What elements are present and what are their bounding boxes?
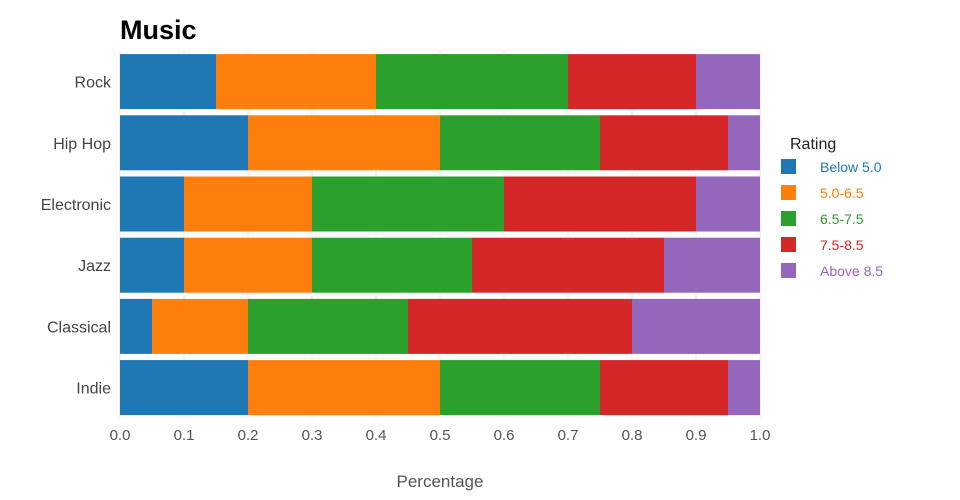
legend-label: 7.5-8.5 xyxy=(820,237,864,253)
x-tick-label: 0.5 xyxy=(430,427,451,444)
bar-segment xyxy=(600,115,728,171)
legend-swatch xyxy=(781,211,796,226)
legend-swatch xyxy=(781,237,796,252)
legend-label: Below 5.0 xyxy=(820,159,882,175)
bar-segment xyxy=(120,54,216,110)
x-tick-label: 0.2 xyxy=(238,427,259,444)
bar-segment xyxy=(312,176,504,232)
x-tick-label: 0.7 xyxy=(558,427,579,444)
legend-swatch xyxy=(781,185,796,200)
x-tick-labels: 0.0 0.1 0.2 0.3 0.4 0.5 0.6 0.7 0.8 0.9 1.0 xyxy=(110,427,771,444)
bar-segment xyxy=(312,237,472,293)
bar-segment xyxy=(184,237,312,293)
bar-segment xyxy=(120,176,184,232)
x-axis-title: Percentage xyxy=(397,472,484,491)
bar-segment xyxy=(568,54,696,110)
category-label: Classical xyxy=(47,319,111,336)
bar-segment xyxy=(408,298,632,354)
bar-segment xyxy=(120,360,248,416)
bar-segment xyxy=(248,298,408,354)
bar-segment xyxy=(440,115,600,171)
legend-label: Above 8.5 xyxy=(820,263,883,279)
legend-swatch xyxy=(781,159,796,174)
bar-segment xyxy=(728,115,760,171)
x-tick-label: 0.1 xyxy=(174,427,195,444)
bar-segment xyxy=(472,237,664,293)
legend-swatch xyxy=(781,263,796,278)
chart-title: Music xyxy=(120,15,197,45)
bar-segment xyxy=(728,360,760,416)
legend: Rating Below 5.0 5.0-6.5 6.5-7.5 7.5-8.5 Abo… xyxy=(781,136,883,279)
x-tick-label: 1.0 xyxy=(750,427,771,444)
legend-label: 5.0-6.5 xyxy=(820,185,864,201)
bar-segment xyxy=(664,237,760,293)
bar-segment xyxy=(152,298,248,354)
category-labels: Rock Hip Hop Electronic Jazz Classical Indie xyxy=(41,75,112,398)
bar-segment xyxy=(696,176,760,232)
bar-segment xyxy=(216,54,376,110)
bar-segment xyxy=(632,298,760,354)
bar-segment xyxy=(120,298,152,354)
bar-segment xyxy=(120,115,248,171)
bar-segment xyxy=(696,54,760,110)
bar-segment xyxy=(440,360,600,416)
bar-segment xyxy=(600,360,728,416)
bar-segment xyxy=(120,237,184,293)
bar-segment xyxy=(248,360,440,416)
category-label: Jazz xyxy=(78,258,111,275)
bar-segment xyxy=(376,54,568,110)
x-tick-label: 0.6 xyxy=(494,427,515,444)
bar-segment xyxy=(184,176,312,232)
bar-segment xyxy=(504,176,696,232)
x-tick-label: 0.4 xyxy=(366,427,387,444)
x-tick-label: 0.0 xyxy=(110,427,131,444)
x-tick-label: 0.3 xyxy=(302,427,323,444)
grid-lines xyxy=(119,51,761,419)
category-label: Indie xyxy=(76,381,111,398)
category-label: Hip Hop xyxy=(53,136,111,153)
x-tick-label: 0.8 xyxy=(622,427,643,444)
x-tick-label: 0.9 xyxy=(686,427,707,444)
legend-title: Rating xyxy=(790,136,836,153)
bar-segments xyxy=(120,54,760,416)
bar-segment xyxy=(248,115,440,171)
legend-label: 6.5-7.5 xyxy=(820,211,864,227)
category-label: Rock xyxy=(75,75,112,92)
category-label: Electronic xyxy=(41,197,111,214)
